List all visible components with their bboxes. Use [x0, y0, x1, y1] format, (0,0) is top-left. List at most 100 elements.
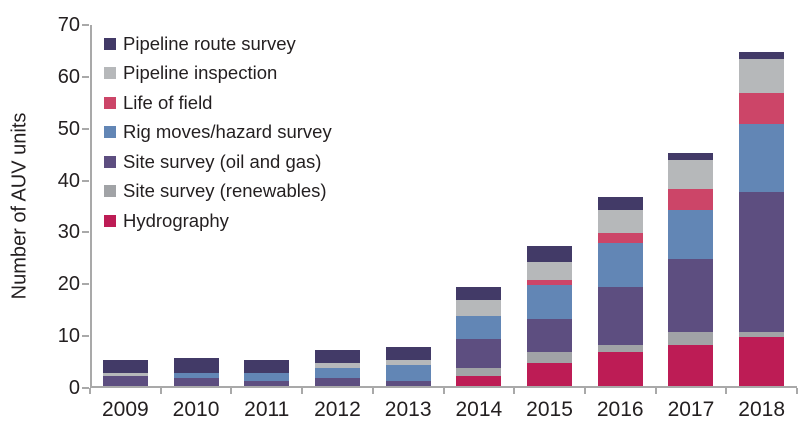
bar-segment — [456, 316, 502, 340]
x-axis-tick — [725, 388, 728, 394]
x-axis-tick — [442, 388, 445, 394]
legend-swatch-icon — [104, 67, 116, 80]
bar-2017 — [668, 23, 714, 386]
bar-segment — [314, 349, 360, 363]
y-tick-label: 30 — [57, 221, 80, 244]
bar-segment — [668, 344, 714, 386]
bar-segment — [527, 279, 573, 285]
bar-segment — [739, 191, 785, 332]
y-axis-tick — [82, 75, 89, 78]
legend-swatch-icon — [104, 185, 116, 198]
legend-label: Site survey (oil and gas) — [123, 150, 322, 172]
bar-segment — [244, 373, 290, 381]
bar-segment — [102, 375, 148, 386]
bar-segment — [668, 331, 714, 345]
bar-2011 — [244, 23, 290, 386]
x-tick-label: 2014 — [455, 398, 503, 421]
bar-segment — [527, 284, 573, 319]
x-axis-tick — [89, 388, 91, 394]
bar-segment — [668, 152, 714, 161]
y-axis-tick — [82, 387, 89, 389]
bar-segment — [739, 331, 785, 337]
x-axis-tick — [301, 388, 304, 394]
legend-label: Pipeline inspection — [123, 62, 278, 84]
bar-segment — [385, 380, 431, 386]
x-tick-label: 2012 — [314, 398, 361, 421]
x-axis-tick — [513, 388, 516, 394]
legend-item: Pipeline route survey — [104, 29, 332, 59]
legend-swatch-icon — [104, 214, 116, 227]
bar-segment — [314, 367, 360, 379]
bar-segment — [173, 378, 219, 386]
bar-segment — [597, 344, 643, 353]
x-tick-label: 2009 — [101, 398, 149, 421]
bar-segment — [527, 246, 573, 262]
bar-segment — [739, 124, 785, 192]
y-tick-label: 50 — [57, 117, 80, 140]
bar-segment — [244, 380, 290, 386]
legend-label: Pipeline route survey — [123, 32, 296, 54]
y-axis-tick — [82, 283, 89, 286]
y-tick-label: 20 — [57, 273, 80, 296]
legend-label: Life of field — [123, 91, 213, 113]
legend-item: Rig moves/hazard survey — [104, 118, 332, 148]
y-tick-label: 10 — [57, 325, 80, 348]
bar-segment — [597, 243, 643, 288]
bar-segment — [314, 378, 360, 386]
x-tick-label: 2011 — [244, 398, 290, 421]
bar-segment — [597, 287, 643, 345]
bar-segment — [668, 209, 714, 259]
x-axis-tick — [230, 388, 233, 394]
legend-label: Site survey (renewables) — [123, 180, 327, 202]
bar-segment — [739, 93, 785, 125]
bar-segment — [385, 365, 431, 381]
x-tick-label: 2017 — [667, 398, 715, 421]
bar-segment — [314, 362, 360, 368]
plot-area — [90, 25, 797, 388]
y-axis-tick — [82, 231, 89, 234]
bar-segment — [173, 357, 219, 374]
legend-swatch-icon — [104, 37, 116, 50]
x-tick-label: 2013 — [384, 398, 432, 421]
bar-segment — [385, 360, 431, 366]
y-axis-tick — [82, 24, 89, 26]
bar-segment — [456, 339, 502, 368]
x-axis-tick — [159, 388, 162, 394]
y-tick-label: 40 — [57, 169, 80, 192]
y-axis-tick — [82, 127, 89, 130]
legend-item: Life of field — [104, 88, 332, 118]
bar-segment — [456, 367, 502, 376]
x-axis-tick — [796, 388, 798, 394]
x-tick-label: 2010 — [172, 398, 220, 421]
bar-segment — [456, 287, 502, 301]
bar-2016 — [597, 23, 643, 386]
bar-segment — [456, 300, 502, 316]
bar-segment — [173, 373, 219, 379]
x-tick-label: 2015 — [526, 398, 573, 421]
bar-segment — [527, 362, 573, 386]
bar-2015 — [527, 23, 573, 386]
legend-label: Hydrography — [123, 209, 229, 231]
bar-segment — [597, 196, 643, 210]
bar-segment — [668, 188, 714, 210]
bar-segment — [102, 373, 148, 376]
bar-segment — [385, 347, 431, 361]
bar-segment — [244, 360, 290, 374]
y-tick-label: 60 — [57, 65, 80, 88]
legend-label: Rig moves/hazard survey — [123, 121, 332, 143]
x-tick-label: 2016 — [596, 398, 644, 421]
x-tick-label: 2018 — [738, 398, 785, 421]
legend-swatch-icon — [104, 96, 116, 109]
bar-2010 — [173, 23, 219, 386]
bar-segment — [527, 318, 573, 353]
bar-segment — [102, 360, 148, 374]
bar-2018 — [739, 23, 785, 386]
y-axis-tick — [82, 335, 89, 338]
y-tick-label: 0 — [68, 377, 80, 399]
bar-2012 — [314, 23, 360, 386]
legend-swatch-icon — [104, 155, 116, 168]
x-axis-tick — [583, 388, 586, 394]
bar-segment — [597, 352, 643, 386]
legend: Pipeline route survey Pipeline inspection… — [104, 29, 332, 236]
